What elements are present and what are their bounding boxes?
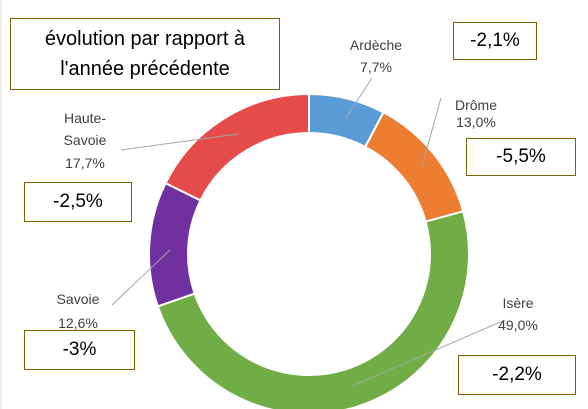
donut-segment [156,210,470,409]
value-label: 49,0% [498,317,538,333]
donut-segment [148,181,202,308]
leader-line [111,249,171,306]
category-label: Isère [502,295,534,311]
annotation-box: -2,1% [453,22,537,60]
category-label: Haute-Savoie [63,110,107,148]
annotation-box: -2,2% [458,355,576,395]
annotation-box: -5,5% [466,138,576,176]
value-label: 12,6% [58,315,98,331]
value-label: 7,7% [360,59,392,75]
value-label: 17,7% [65,155,105,171]
leader-line [421,97,442,167]
donut-segment [164,92,310,202]
category-label: Savoie [56,291,100,307]
value-label: 13,0% [456,114,496,130]
category-label: Drôme [454,97,497,113]
leader-line [120,133,239,151]
annotation-box: -3% [24,330,135,370]
chart-title: évolution par rapport à l'année précéden… [10,18,280,90]
leader-line [345,77,373,119]
leader-line [351,319,506,387]
category-label: Ardèche [349,37,403,53]
annotation-box: -2,5% [24,182,132,222]
